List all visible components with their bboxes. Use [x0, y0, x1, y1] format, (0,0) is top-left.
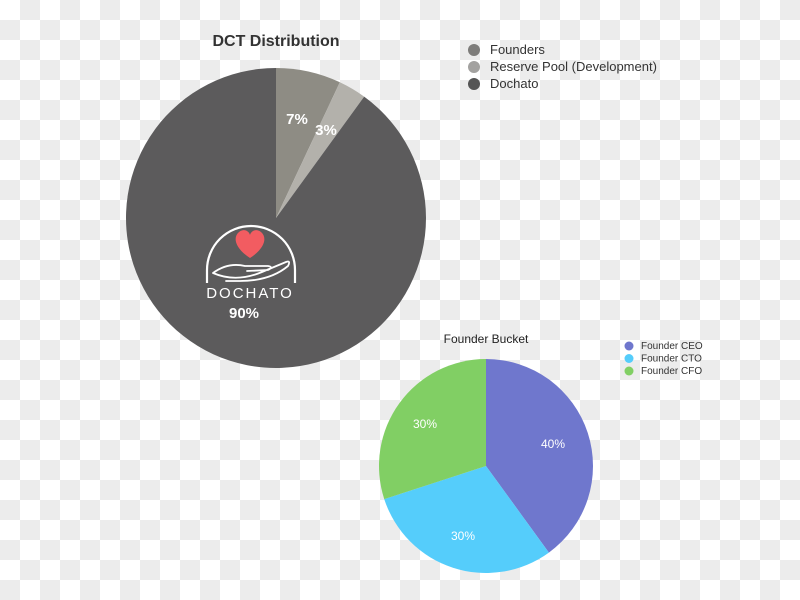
dct-slice-label-1: 3%	[315, 122, 337, 139]
founder-legend-marker-1	[624, 354, 634, 363]
dct-legend-marker-2	[468, 78, 480, 90]
dct-pie-slices	[126, 68, 427, 368]
dct-slice-labels: 7% 3% 90%	[229, 111, 337, 322]
founder-slice-2	[378, 359, 486, 500]
founder-slice-labels: 40% 30% 30%	[413, 417, 565, 543]
founder-slice-label-2: 30%	[413, 417, 437, 431]
dct-slice-0	[276, 68, 340, 218]
dct-legend-label-1: Reserve Pool (Development)	[490, 59, 657, 74]
dct-legend: Founders Reserve Pool (Development) Dochat…	[468, 42, 657, 91]
founder-legend-label-1: Founder CTO	[641, 354, 702, 365]
dct-distribution-chart: DCT Distribution DOCHATO 7% 3% 90% Founder…	[126, 33, 657, 368]
dct-slice-label-0: 7%	[286, 111, 308, 128]
founder-pie-slices	[378, 359, 593, 573]
dct-legend-marker-1	[468, 61, 480, 73]
dct-legend-marker-0	[468, 44, 480, 56]
dct-legend-label-0: Founders	[490, 42, 545, 57]
founder-slice-label-1: 30%	[451, 529, 475, 543]
founder-slice-label-0: 40%	[541, 437, 565, 451]
dochato-logo: DOCHATO	[205, 224, 297, 302]
dct-legend-label-2: Dochato	[490, 76, 538, 91]
logo-arch-icon	[205, 224, 297, 283]
founder-slice-1	[384, 466, 549, 573]
founder-legend-marker-2	[624, 366, 634, 376]
hand-icon	[212, 260, 291, 282]
founder-legend-label-2: Founder CFO	[641, 366, 702, 377]
founder-legend-label-0: Founder CEO	[641, 341, 703, 352]
founder-chart-title: Founder Bucket	[444, 332, 529, 346]
founder-bucket-chart: Founder Bucket 40%30%30% Founder CEOFoun…	[378, 332, 703, 573]
founder-slice-0	[486, 359, 593, 553]
dct-chart-title: DCT Distribution	[212, 33, 339, 50]
logo-text: DOCHATO	[206, 285, 294, 302]
dct-slice-1	[276, 82, 365, 218]
heart-icon	[235, 230, 265, 258]
dct-slice-label-2: 90%	[229, 305, 259, 322]
founder-legend-marker-0	[624, 341, 634, 351]
dct-slice-2	[126, 68, 427, 368]
